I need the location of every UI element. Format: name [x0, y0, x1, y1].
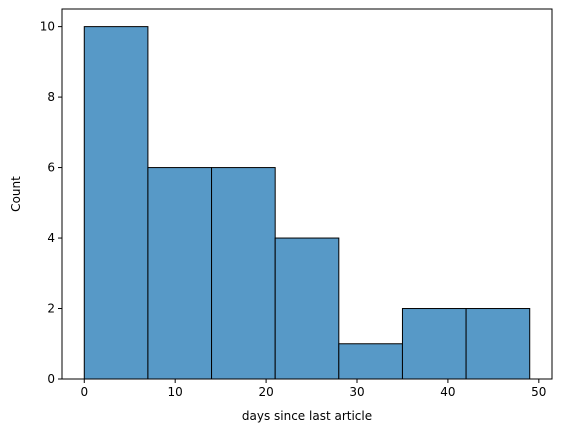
bars-group	[83, 26, 531, 380]
y-tick-label: 4	[47, 231, 55, 245]
histogram-bar-4	[338, 343, 403, 380]
x-axis-label: days since last article	[242, 409, 372, 423]
x-tick-label: 50	[531, 385, 546, 399]
histogram-bar-1	[147, 167, 213, 380]
y-tick-label: 8	[47, 90, 55, 104]
x-tick-label: 40	[440, 385, 455, 399]
y-tick-label: 10	[40, 20, 55, 34]
x-tick-label: 30	[349, 385, 364, 399]
y-ticks: 0 2 4 6 8 10	[40, 20, 62, 386]
x-tick-label: 10	[168, 385, 183, 399]
histogram-bar-0	[83, 26, 149, 380]
x-tick-label: 20	[258, 385, 273, 399]
histogram-bar-3	[274, 237, 340, 380]
x-tick-label: 0	[80, 385, 88, 399]
histogram-bar-6	[465, 308, 531, 380]
y-axis-label: Count	[9, 176, 23, 212]
histogram-bar-5	[401, 308, 467, 380]
plot-frame	[61, 8, 553, 380]
y-tick-label: 0	[47, 372, 55, 386]
y-tick-label: 6	[47, 161, 55, 175]
y-tick-label: 2	[47, 302, 55, 316]
x-ticks: 0 10 20 30 40 50	[80, 379, 546, 399]
histogram-bar-2	[211, 167, 276, 380]
